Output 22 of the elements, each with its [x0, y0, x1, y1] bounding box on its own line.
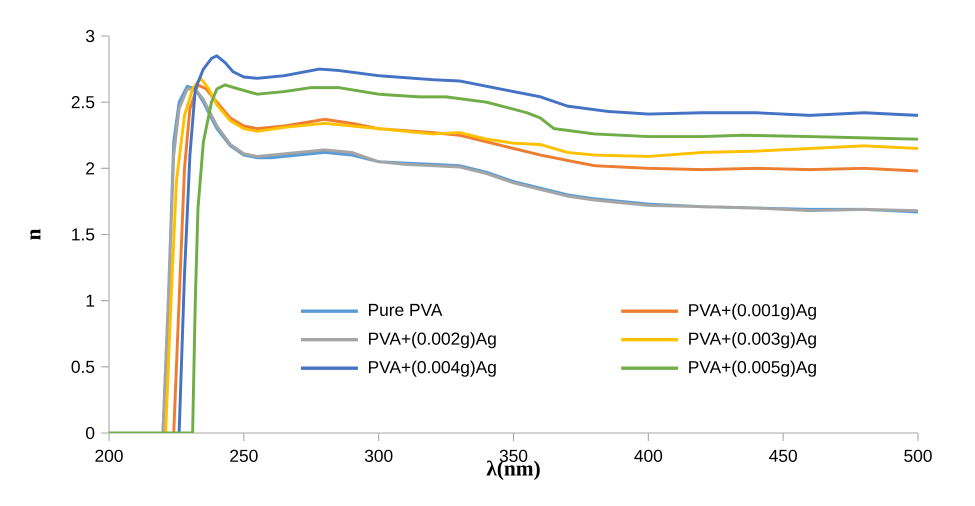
x-tick-label: 250 [230, 450, 258, 462]
x-tick-label: 350 [500, 450, 528, 462]
x-axis-title: λ(nm) [486, 460, 540, 480]
x-tick-label: 450 [769, 450, 797, 462]
y-tick-label: 2 [86, 162, 94, 174]
x-tick-label: 400 [634, 450, 662, 462]
y-tick-label: 0.5 [72, 360, 94, 373]
x-tick-label: 200 [95, 450, 123, 462]
legend-label: PVA+(0.002g)Ag [369, 332, 496, 348]
legend-label: PVA+(0.003g)Ag [689, 332, 816, 348]
x-tick-label: 300 [364, 450, 392, 462]
y-axis-title: n [30, 228, 40, 240]
y-tick-label: 3 [86, 30, 94, 42]
y-tick-label: 0 [86, 426, 94, 440]
legend-label: Pure PVA [369, 304, 442, 316]
y-tick-label: 2.5 [72, 96, 94, 108]
legend-label: PVA+(0.004g)Ag [369, 360, 496, 377]
x-tick-label: 500 [904, 450, 932, 462]
y-tick-label: 1.5 [72, 228, 94, 241]
legend-label: PVA+(0.001g)Ag [689, 304, 816, 320]
y-tick-label: 1 [86, 294, 94, 307]
legend-label: PVA+(0.005g)Ag [689, 360, 816, 377]
